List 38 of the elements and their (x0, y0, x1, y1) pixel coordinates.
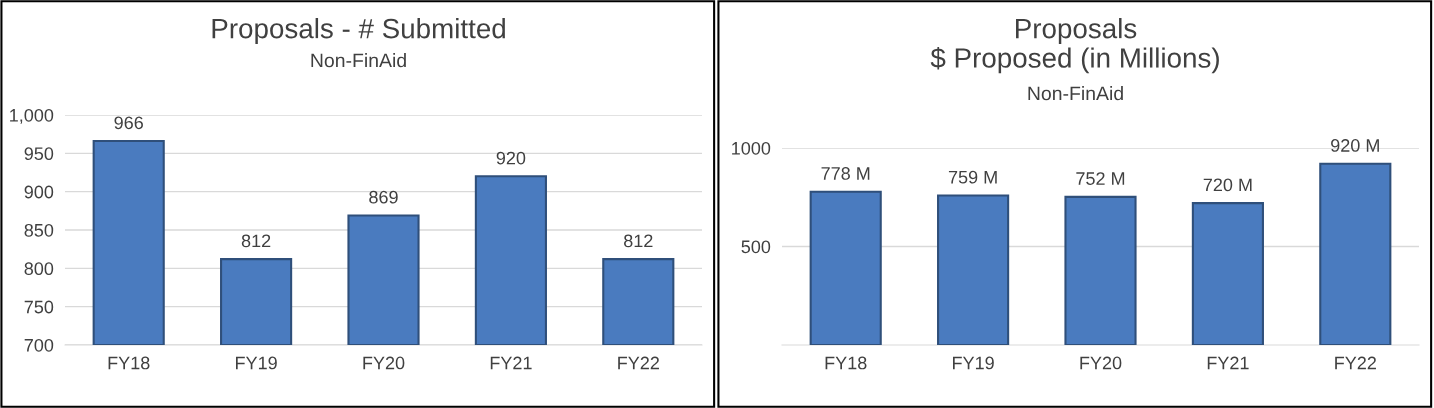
y-tick-label: 1000 (732, 141, 771, 155)
bar (1064, 195, 1137, 345)
data-label: 869 (369, 190, 398, 204)
chart-title: Proposals - # Submitted (212, 18, 505, 44)
x-tick-label: FY18 (825, 356, 867, 370)
y-tick-label: 900 (24, 185, 54, 199)
x-tick-label: FY21 (1207, 356, 1249, 370)
x-tick-label: FY22 (618, 356, 659, 370)
x-tick-label: FY21 (490, 356, 532, 370)
y-tick-label: 950 (24, 147, 54, 161)
data-label: 812 (624, 234, 653, 248)
x-tick-label: FY19 (953, 356, 994, 370)
data-label: 966 (114, 116, 143, 130)
y-tick-label: 500 (741, 240, 771, 254)
x-tick-label: FY22 (1335, 356, 1376, 370)
data-label: 920 M (1331, 139, 1379, 152)
chart-subtitle: Non-FinAid (1028, 86, 1123, 101)
x-tick-label: FY20 (1080, 356, 1122, 370)
y-tick-label: 1,000 (10, 108, 54, 124)
x-tick-label: FY18 (108, 356, 150, 370)
y-tick-label: 750 (24, 300, 54, 314)
data-label: 920 (496, 151, 526, 165)
data-label: 720 M (1203, 178, 1252, 192)
x-tick-label: FY19 (236, 356, 277, 370)
data-label: 778 M (821, 167, 870, 180)
bar (809, 190, 882, 345)
y-tick-label: 800 (24, 262, 54, 276)
bar (1319, 162, 1392, 345)
data-label: 812 (241, 234, 271, 248)
bar (1191, 202, 1264, 345)
chart-subtitle: Non-FinAid (311, 53, 406, 68)
data-label: 752 M (1076, 172, 1125, 185)
y-tick-label: 700 (24, 338, 54, 352)
chart-title: Proposals $ Proposed (in Millions) (930, 18, 1219, 74)
data-label: 759 M (948, 170, 997, 184)
y-tick-label: 850 (24, 223, 54, 237)
bar (937, 194, 1010, 345)
x-tick-label: FY20 (363, 356, 405, 370)
